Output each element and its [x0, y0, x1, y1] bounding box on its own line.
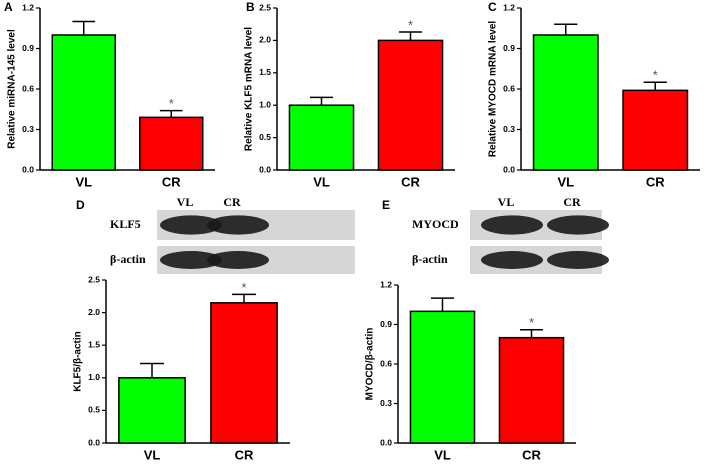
blot-band [160, 215, 222, 235]
y-tick-label: 0.6 [503, 83, 515, 93]
panel-letter: D [76, 198, 85, 212]
blot-band [547, 251, 609, 269]
y-tick-label: 0.0 [22, 164, 34, 174]
y-tick-label: 0.0 [88, 437, 100, 447]
x-tick-label: VL [75, 174, 92, 189]
bar [498, 336, 565, 444]
blot-band [160, 251, 222, 269]
blot-row-label: β-actin [110, 252, 146, 266]
bar [377, 39, 444, 171]
blot-column-label: CR [223, 195, 241, 209]
x-tick-label: CR [522, 447, 541, 462]
panel-letter: E [382, 198, 390, 212]
y-tick-label: 0.5 [88, 405, 100, 415]
x-tick-label: CR [162, 174, 181, 189]
y-tick-label: 1.5 [259, 67, 271, 77]
y-axis-label: Relative MYOCD mRNA level [488, 21, 499, 158]
y-tick-label: 0.3 [503, 124, 515, 134]
y-tick-label: 0.3 [380, 398, 392, 408]
significance-label: * [529, 315, 534, 330]
panel-letter: A [4, 0, 13, 14]
blot-band [547, 215, 609, 235]
y-tick-label: 2.5 [259, 2, 271, 12]
x-tick-label: CR [401, 174, 420, 189]
y-axis-label: Relative miRNA-145 level [7, 29, 18, 149]
y-tick-label: 1.2 [503, 2, 515, 12]
y-tick-label: 2.0 [88, 307, 100, 317]
x-tick-label: VL [557, 174, 574, 189]
y-tick-label: 0.5 [259, 132, 271, 142]
y-tick-label: 0.3 [22, 124, 34, 134]
bar [622, 89, 689, 171]
significance-label: * [653, 68, 658, 83]
blot-column-label: CR [563, 195, 581, 209]
blot-band [481, 251, 543, 269]
significance-label: * [241, 280, 246, 295]
x-tick-label: VL [313, 174, 330, 189]
significance-label: * [408, 17, 413, 32]
bar [139, 116, 204, 171]
y-axis-label: Relative KLF5 mRNA level [244, 27, 255, 151]
blot-band [207, 251, 269, 269]
blot-row-label: KLF5 [110, 217, 141, 231]
y-tick-label: 0.9 [22, 43, 34, 53]
y-tick-label: 0.6 [22, 83, 34, 93]
y-tick-label: 0.0 [259, 164, 271, 174]
bar [288, 104, 355, 171]
bar [409, 310, 476, 444]
y-tick-label: 0.9 [503, 43, 515, 53]
y-tick-label: 1.0 [88, 372, 100, 382]
y-tick-label: 1.0 [259, 99, 271, 109]
blot-column-label: VL [498, 195, 515, 209]
y-tick-label: 2.5 [88, 274, 100, 284]
y-tick-label: 0.6 [380, 358, 392, 368]
blot-row-label: β-actin [412, 252, 448, 266]
panel-letter: C [488, 0, 497, 14]
bar [118, 377, 186, 444]
x-tick-label: VL [434, 447, 451, 462]
x-tick-label: CR [646, 174, 665, 189]
blot-band [207, 215, 269, 235]
y-tick-label: 0.9 [380, 319, 392, 329]
y-axis-label: MYOCD/β-actin [365, 328, 376, 401]
y-tick-label: 1.2 [380, 279, 392, 289]
y-tick-label: 1.5 [88, 339, 100, 349]
blot-row-label: MYOCD [412, 217, 459, 231]
y-axis-label: KLF5/β-actin [73, 331, 84, 392]
y-tick-label: 2.0 [259, 35, 271, 45]
bar [210, 302, 278, 444]
y-tick-label: 0.0 [380, 437, 392, 447]
x-tick-label: CR [235, 447, 254, 462]
bar [51, 34, 116, 171]
panel-letter: B [246, 0, 255, 14]
blot-column-label: VL [177, 195, 194, 209]
blot-band [481, 215, 543, 235]
y-tick-label: 1.2 [22, 2, 34, 12]
y-tick-label: 0.0 [503, 164, 515, 174]
x-tick-label: VL [144, 447, 161, 462]
bar [532, 34, 599, 171]
significance-label: * [169, 96, 174, 111]
